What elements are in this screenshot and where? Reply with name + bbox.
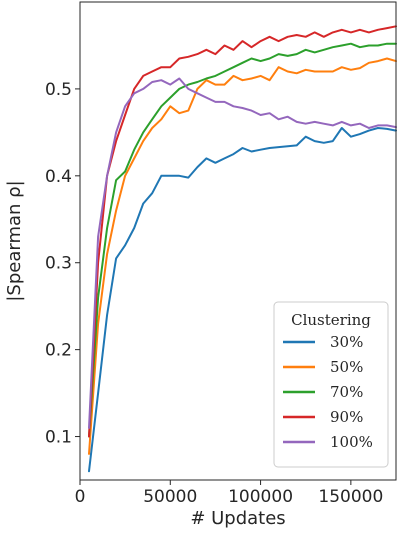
y-tick-label: 0.1	[45, 428, 72, 448]
y-tick-label: 0.2	[45, 341, 72, 361]
legend-label: 100%	[330, 433, 373, 451]
x-axis-ticks: 0 50000 100000 150000	[75, 480, 384, 507]
x-tick-label: 100000	[228, 487, 293, 507]
legend-label: 90%	[330, 408, 363, 426]
legend-title: Clustering	[291, 311, 371, 329]
y-axis-label: |Spearman ρ|	[4, 180, 25, 301]
x-axis-label: # Updates	[190, 508, 285, 529]
legend-label: 30%	[330, 333, 363, 351]
legend: Clustering 30% 50% 70% 90% 100%	[274, 302, 388, 467]
x-tick-label: 0	[75, 487, 86, 507]
y-tick-label: 0.5	[45, 80, 72, 100]
legend-label: 70%	[330, 383, 363, 401]
x-tick-label: 150000	[318, 487, 383, 507]
y-tick-label: 0.3	[45, 254, 72, 274]
y-axis-ticks: 0.1 0.2 0.3 0.4 0.5	[45, 80, 80, 448]
x-tick-label: 50000	[143, 487, 197, 507]
legend-label: 50%	[330, 358, 363, 376]
y-tick-label: 0.4	[45, 167, 72, 187]
